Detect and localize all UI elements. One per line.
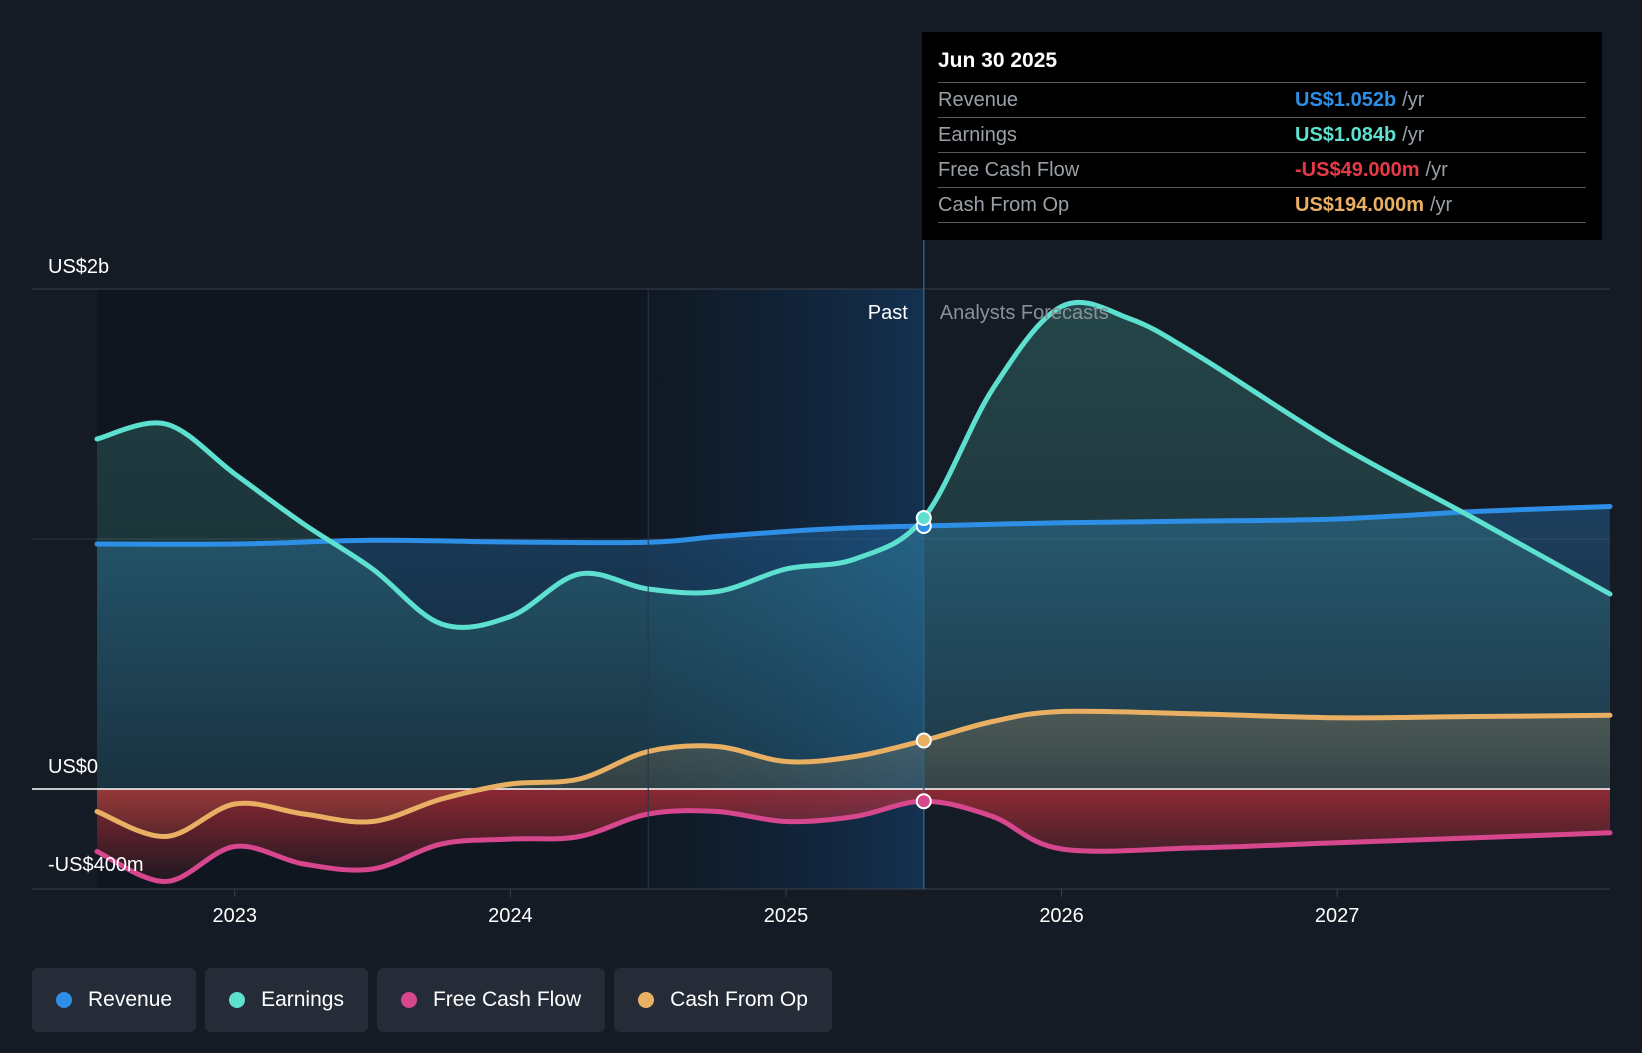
legend-item-earnings[interactable]: Earnings <box>205 968 368 1032</box>
y-label-bottom: -US$400m <box>48 854 144 876</box>
x-tick-label: 2026 <box>1039 905 1084 927</box>
x-tick-label: 2027 <box>1315 905 1360 927</box>
tooltip-unit: /yr <box>1425 159 1448 181</box>
revenue-dot-icon <box>56 992 72 1008</box>
revenue-line[interactable] <box>94 504 1613 547</box>
legend-label: Free Cash Flow <box>432 988 582 1011</box>
x-tick-label: 2025 <box>764 905 809 927</box>
tooltip-value: -US$49.000m <box>1295 159 1420 181</box>
earnings-line[interactable] <box>94 299 1613 630</box>
tooltip-row-revenue: Revenue US$1.052b /yr <box>938 82 1586 117</box>
tooltip: Jun 30 2025 Revenue US$1.052b /yr Earnin… <box>922 32 1602 240</box>
cash-from-op-line[interactable] <box>94 708 1613 840</box>
y-label-zero: US$0 <box>48 756 98 778</box>
legend: Revenue Earnings Free Cash Flow Cash Fro… <box>32 968 832 1032</box>
x-axis-ticks: 2023 2024 2025 2026 2027 <box>213 889 1360 927</box>
legend-label: Cash From Op <box>670 988 808 1011</box>
free-cash-flow-marker[interactable] <box>915 793 932 810</box>
cash-from-op-dot-icon <box>638 992 655 1008</box>
free-cash-flow-line[interactable] <box>94 798 1613 885</box>
legend-label: Revenue <box>88 988 173 1011</box>
tooltip-unit: /yr <box>1402 124 1425 146</box>
tooltip-row-free-cash-flow: Free Cash Flow -US$49.000m /yr <box>938 152 1586 187</box>
tooltip-label: Free Cash Flow <box>938 159 1080 181</box>
legend-label: Earnings <box>261 988 344 1011</box>
earnings-area <box>97 302 1610 789</box>
earnings-dot-icon <box>229 992 246 1008</box>
tooltip-unit: /yr <box>1402 89 1425 111</box>
legend-item-free-cash-flow[interactable]: Free Cash Flow <box>376 968 606 1032</box>
tooltip-label: Earnings <box>938 124 1017 146</box>
cash-from-op-area <box>97 711 1610 837</box>
past-label: Past <box>868 302 908 324</box>
tooltip-unit: /yr <box>1429 194 1453 216</box>
tooltip-value: US$194.000m <box>1295 194 1424 216</box>
forecast-label: Analysts Forecasts <box>940 302 1109 324</box>
tooltip-value: US$1.052b <box>1295 89 1397 111</box>
tooltip-row-earnings: Earnings US$1.084b /yr <box>938 117 1586 152</box>
y-label-top: US$2b <box>48 256 109 278</box>
legend-item-revenue[interactable]: Revenue <box>32 968 197 1032</box>
cash-from-op-marker[interactable] <box>915 732 932 749</box>
free-cash-flow-dot-icon <box>400 992 417 1008</box>
tooltip-label: Cash From Op <box>938 194 1070 216</box>
tooltip-row-cash-from-op: Cash From Op US$194.000m /yr <box>938 187 1586 223</box>
negative-cashflow-area <box>97 789 1610 882</box>
tooltip-date: Jun 30 2025 <box>938 49 1058 72</box>
earnings-marker[interactable] <box>915 510 932 526</box>
tooltip-label: Revenue <box>938 89 1019 111</box>
legend-item-cash-from-op[interactable]: Cash From Op <box>614 968 832 1032</box>
x-tick-label: 2024 <box>488 905 533 927</box>
x-tick-label: 2023 <box>213 905 258 927</box>
tooltip-value: US$1.084b <box>1295 124 1397 146</box>
